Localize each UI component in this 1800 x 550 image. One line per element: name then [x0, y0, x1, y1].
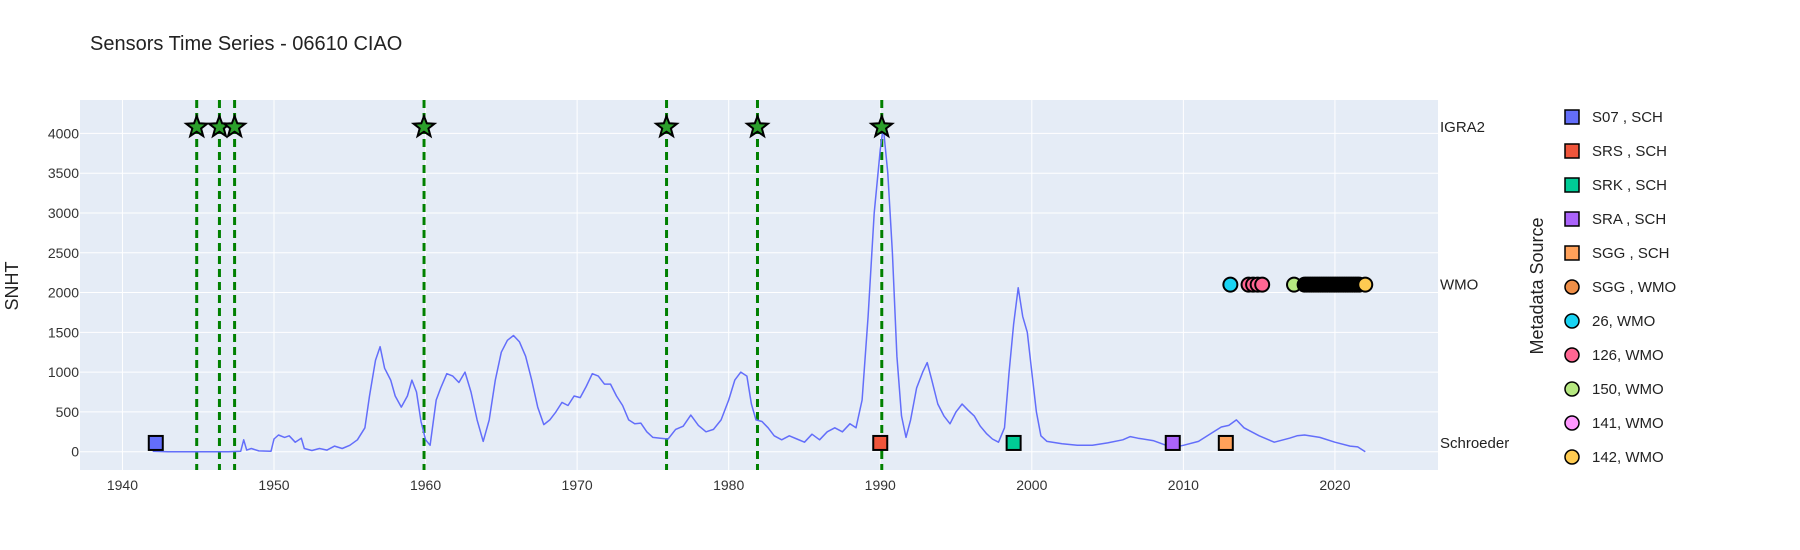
- legend-item-label: S07 , SCH: [1592, 109, 1663, 126]
- schroeder-square-marker: [1005, 434, 1022, 451]
- y-tick-label: 4000: [48, 125, 79, 141]
- legend-square-symbol: [1564, 143, 1580, 159]
- legend-item-label: SRK , SCH: [1592, 177, 1667, 194]
- y-tick-label: 3500: [48, 165, 79, 181]
- y-tick-label: 2500: [48, 245, 79, 261]
- legend-item-label: SRA , SCH: [1592, 211, 1666, 228]
- x-tick-label: 1970: [562, 477, 593, 493]
- legend-square-symbol: [1564, 211, 1580, 227]
- y-axis-ticks: 0 500 1000 1500 2000 2500 3000 3500 4000: [48, 125, 79, 459]
- legend-circle-symbol: [1564, 279, 1580, 295]
- schroeder-square-marker: [1164, 434, 1181, 451]
- wmo-marker-126: [1254, 276, 1271, 293]
- x-tick-label: 1990: [865, 477, 896, 493]
- legend-item-label: SGG , SCH: [1592, 245, 1670, 262]
- igra2-star-marker: [653, 113, 680, 139]
- legend-item-label: 26, WMO: [1592, 313, 1655, 330]
- x-tick-label: 2000: [1016, 477, 1047, 493]
- legend-circle-symbol: [1564, 449, 1580, 465]
- wmo-marker-142: [1357, 276, 1374, 293]
- x-axis-ticks: 1940 1950 1960 1970 1980 1990 2000 2010 2020: [107, 477, 1351, 493]
- legend-circle-symbol: [1564, 313, 1580, 329]
- legend-title: Metadata Source: [1527, 217, 1547, 354]
- legend-item-label: SRS , SCH: [1592, 143, 1667, 160]
- plot-background: [80, 100, 1438, 470]
- metadata-markers: [147, 113, 1374, 451]
- legend-circle-symbol: [1564, 381, 1580, 397]
- igra2-star-marker: [183, 113, 210, 139]
- legend-item-label: 142, WMO: [1592, 449, 1664, 466]
- y-tick-label: 500: [56, 404, 80, 420]
- lane-label: IGRA2: [1440, 119, 1485, 136]
- snht-series-line: [152, 126, 1366, 453]
- schroeder-square-marker: [872, 434, 889, 451]
- legend-circle-symbol: [1564, 415, 1580, 431]
- x-tick-label: 1980: [713, 477, 744, 493]
- lane-label: Schroeder: [1440, 435, 1509, 452]
- igra2-star-marker: [744, 113, 771, 139]
- legend-item-label: 141, WMO: [1592, 415, 1664, 432]
- lane-label: WMO: [1440, 277, 1478, 294]
- y-tick-label: 2000: [48, 285, 79, 301]
- schroeder-square-marker: [1217, 434, 1234, 451]
- x-tick-label: 1960: [410, 477, 441, 493]
- igra2-star-marker: [868, 113, 895, 139]
- igra2-star-marker: [221, 113, 248, 139]
- legend: Metadata Source S07 , SCH SRS , SCH SRK , …: [1527, 109, 1676, 466]
- legend-item-label: 126, WMO: [1592, 347, 1664, 364]
- y-tick-label: 0: [71, 444, 79, 460]
- lane-labels: IGRA2 WMO Schroeder: [1440, 119, 1509, 452]
- grid-lines: [80, 100, 1438, 470]
- legend-square-symbol: [1564, 109, 1580, 125]
- chart-title: Sensors Time Series - 06610 CIAO: [90, 33, 402, 55]
- legend-item-label: SGG , WMO: [1592, 279, 1676, 296]
- legend-square-symbol: [1564, 177, 1580, 193]
- schroeder-square-marker: [147, 434, 164, 451]
- wmo-marker-26: [1222, 276, 1239, 293]
- x-tick-label: 2010: [1168, 477, 1199, 493]
- y-tick-label: 1000: [48, 364, 79, 380]
- legend-square-symbol: [1564, 245, 1580, 261]
- x-tick-label: 1940: [107, 477, 138, 493]
- x-tick-label: 1950: [258, 477, 289, 493]
- event-lines: [195, 100, 884, 470]
- y-tick-label: 1500: [48, 324, 79, 340]
- y-tick-label: 3000: [48, 205, 79, 221]
- igra2-star-marker: [410, 113, 438, 139]
- x-tick-label: 2020: [1319, 477, 1350, 493]
- legend-item-label: 150, WMO: [1592, 381, 1664, 398]
- snht-series: [152, 126, 1366, 453]
- legend-circle-symbol: [1564, 347, 1580, 363]
- y-axis-label: SNHT: [2, 261, 22, 310]
